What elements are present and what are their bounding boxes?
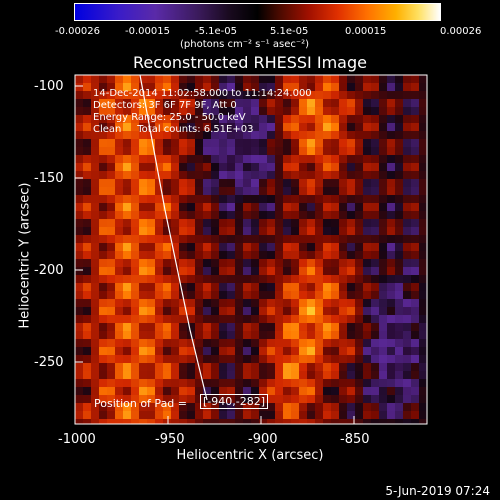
detectors-text: Detectors: 3F 6F 7F 9F, Att 0 [93,100,237,111]
x-tick: -900 [248,432,278,447]
plot-title: Reconstructed RHESSI Image [133,53,367,72]
colorbar-units: (photons cm⁻² s⁻¹ asec⁻²) [180,39,310,50]
heatmap [75,75,427,424]
energy-range-text: Energy Range: 25.0 - 50.0 keV [93,112,246,123]
x-tick: -950 [155,432,185,447]
colorbar-tick: -0.00026 [55,26,100,37]
colorbar-tick: -0.00015 [125,26,170,37]
x-tick: -850 [340,432,370,447]
limb-line [139,74,208,401]
image-plot[interactable] [75,75,427,424]
x-tick: -1000 [58,432,96,447]
colorbar-tick: 0.00026 [440,26,482,37]
position-value: [-940,-282] [200,394,269,409]
y-tick: -150 [34,171,64,186]
method-counts-text: Clean Total counts: 6.51E+03 [93,124,254,135]
position-label: Position of Pad = [94,397,188,410]
date-stamp: 5-Jun-2019 07:24 [385,484,490,498]
colorbar [74,3,441,21]
colorbar-tick: 5.1e-05 [270,26,309,37]
time-range-text: 14-Dec-2014 11:02:58.000 to 11:14:24.000 [93,88,312,99]
y-tick: -250 [34,355,64,370]
colorbar-tick: 0.00015 [345,26,387,37]
y-tick: -100 [34,79,64,94]
y-tick: -200 [34,263,64,278]
colorbar-tick: -5.1e-05 [195,26,237,37]
x-axis-label: Heliocentric X (arcsec) [176,448,324,463]
y-axis-label: Heliocentric Y (arcsec) [17,182,33,329]
